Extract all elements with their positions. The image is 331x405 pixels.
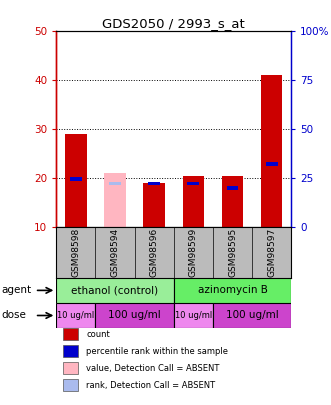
Text: GSM98597: GSM98597 (267, 228, 276, 277)
Text: GSM98595: GSM98595 (228, 228, 237, 277)
Bar (187, 181, 199, 185)
Text: azinomycin B: azinomycin B (198, 286, 267, 295)
Text: ethanol (control): ethanol (control) (71, 286, 159, 295)
Bar (56, 278, 174, 303)
Bar (143, 183, 165, 227)
Text: GSM98596: GSM98596 (150, 228, 159, 277)
Text: GSM98598: GSM98598 (71, 228, 80, 277)
Bar (183, 176, 204, 227)
Bar (148, 181, 160, 185)
Text: GSM98594: GSM98594 (111, 228, 119, 277)
Title: GDS2050 / 2993_s_at: GDS2050 / 2993_s_at (102, 17, 245, 30)
Bar (104, 173, 126, 227)
Bar (70, 177, 82, 181)
Text: agent: agent (2, 286, 32, 295)
Bar (213, 303, 291, 328)
Bar (222, 176, 243, 227)
Text: 10 ug/ml: 10 ug/ml (57, 311, 94, 320)
Text: count: count (86, 330, 110, 339)
Bar (56, 303, 95, 328)
Text: dose: dose (2, 311, 26, 320)
Bar (174, 278, 291, 303)
Bar (174, 303, 213, 328)
Text: rank, Detection Call = ABSENT: rank, Detection Call = ABSENT (86, 381, 215, 390)
Text: 100 ug/ml: 100 ug/ml (226, 311, 278, 320)
Text: 100 ug/ml: 100 ug/ml (108, 311, 161, 320)
Bar (109, 181, 121, 185)
Text: 10 ug/ml: 10 ug/ml (175, 311, 212, 320)
Bar (95, 303, 174, 328)
Bar (266, 162, 278, 166)
Bar (227, 186, 238, 190)
Text: percentile rank within the sample: percentile rank within the sample (86, 347, 228, 356)
Bar (261, 75, 282, 227)
Bar (65, 134, 87, 227)
Text: value, Detection Call = ABSENT: value, Detection Call = ABSENT (86, 364, 219, 373)
Text: GSM98599: GSM98599 (189, 228, 198, 277)
